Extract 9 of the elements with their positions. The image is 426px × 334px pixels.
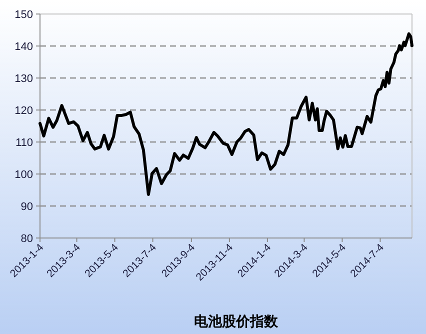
y-tick-label: 80 bbox=[20, 233, 33, 245]
y-tick-label: 140 bbox=[14, 41, 33, 53]
y-tick-label: 90 bbox=[20, 201, 33, 213]
y-tick-label: 130 bbox=[14, 73, 33, 85]
y-tick-label: 150 bbox=[14, 9, 33, 21]
y-tick-label: 110 bbox=[15, 137, 33, 149]
y-tick-label: 100 bbox=[14, 169, 33, 181]
y-tick-label: 120 bbox=[14, 105, 33, 117]
x-axis-title: 电池股价指数 bbox=[194, 313, 279, 329]
